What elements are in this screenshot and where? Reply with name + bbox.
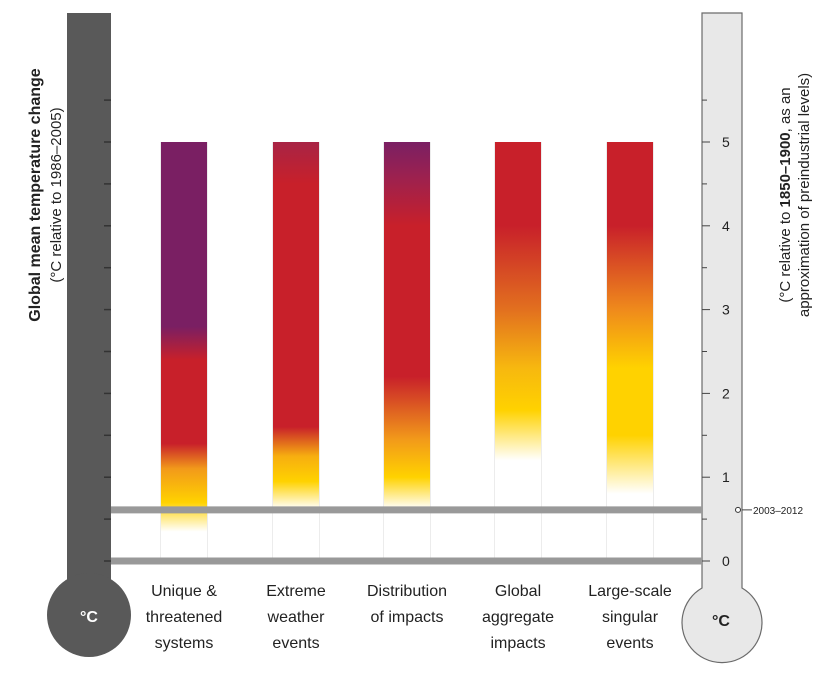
- right-tick-marks: 0 1 2 3 4 5: [702, 99, 730, 569]
- right-tick-label: 3: [722, 302, 730, 318]
- right-axis-label-bold: 1850–1900: [777, 132, 794, 207]
- right-thermometer: °C 0 1 2 3 4 5: [681, 12, 763, 664]
- left-axis-label-sub: (°C relative to 1986–2005): [48, 107, 65, 282]
- reference-line-2003-2012: [111, 506, 702, 514]
- bar: [495, 142, 541, 561]
- right-thermometer-tube: [681, 12, 763, 664]
- left-thermometer-bulb: [47, 573, 131, 657]
- reference-marker-dot: [735, 506, 741, 513]
- bar: [384, 142, 430, 561]
- category-labels: Unique & threatened systems Extreme weather e…: [146, 583, 672, 652]
- reference-marker: 2003–2012: [735, 506, 803, 517]
- left-axis-title: Global mean temperature change (°C relat…: [27, 68, 65, 322]
- category-label: Extreme weather events: [266, 583, 326, 652]
- bar: [161, 142, 207, 561]
- left-thermometer: °C: [47, 13, 131, 657]
- bar: [607, 142, 653, 561]
- right-axis-label-prefix: (°C relative to: [777, 207, 794, 302]
- left-thermometer-tube: [67, 13, 111, 605]
- right-tick-label: 0: [722, 553, 730, 569]
- right-tick-label: 5: [722, 134, 730, 150]
- bars-layer: [160, 142, 654, 561]
- category-label: Global aggregate impacts: [482, 583, 554, 652]
- right-tick-label: 4: [722, 218, 730, 234]
- right-axis-label-suffix: , as an: [777, 87, 794, 132]
- category-label: Distribution of impacts: [367, 583, 447, 626]
- left-tick-marks: [104, 99, 111, 562]
- right-tick-label: 1: [722, 469, 730, 485]
- category-label: Unique & threatened systems: [146, 583, 223, 652]
- right-axis-label-line2: approximation of preindustrial levels): [796, 73, 813, 317]
- right-axis-title: (°C relative to 1850–1900, as an approxi…: [777, 73, 813, 317]
- right-tick-label: 2: [722, 385, 730, 401]
- left-thermometer-unit: °C: [80, 609, 98, 626]
- bar: [273, 142, 319, 561]
- baseline-zero: [111, 557, 702, 565]
- reference-marker-label: 2003–2012: [753, 506, 803, 517]
- left-axis-label-main: Global mean temperature change: [27, 68, 44, 322]
- category-label: Large-scale singular events: [588, 583, 672, 652]
- right-thermometer-unit: °C: [712, 613, 730, 630]
- right-axis-label-line1: (°C relative to 1850–1900, as an: [777, 87, 794, 302]
